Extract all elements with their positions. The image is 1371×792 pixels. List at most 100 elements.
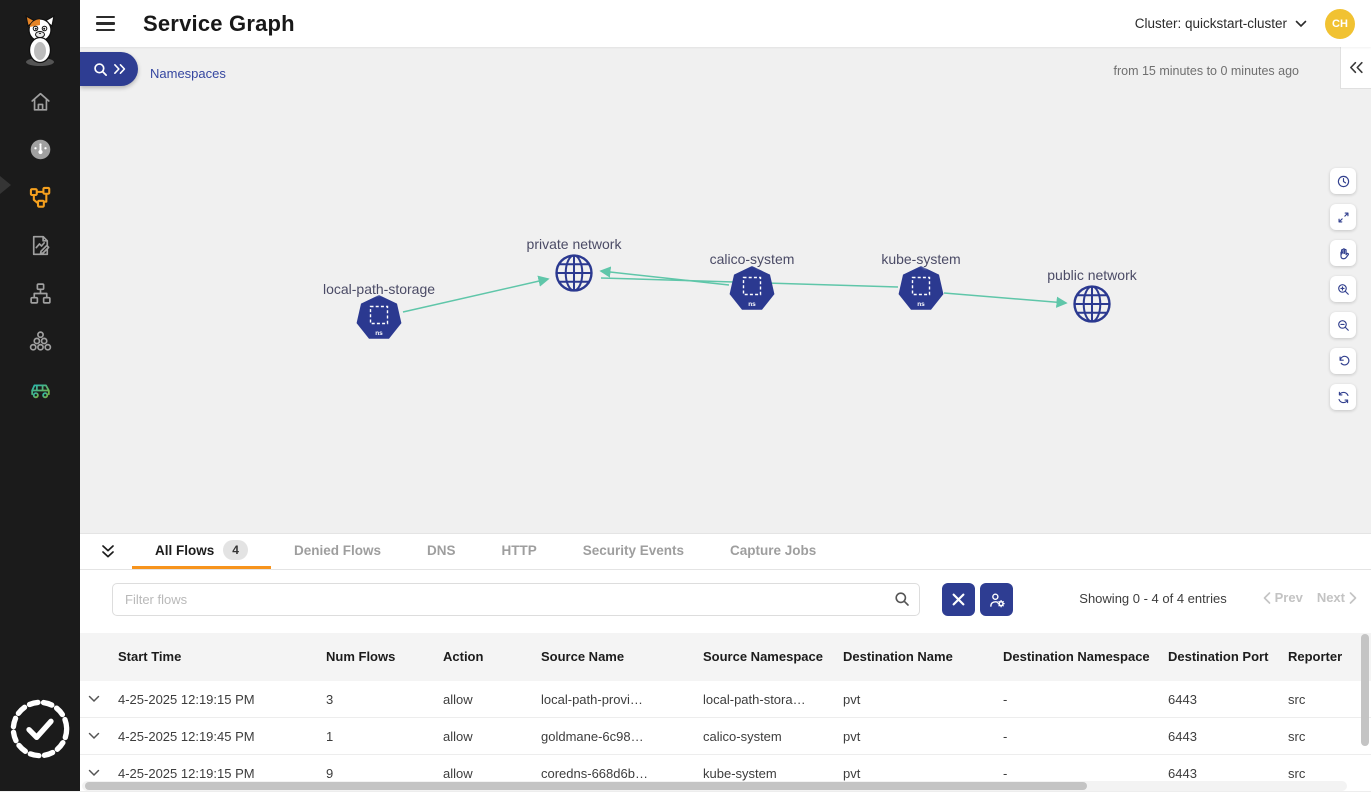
tab-capture-jobs[interactable]: Capture Jobs — [707, 534, 839, 569]
expand-row-button[interactable] — [88, 732, 118, 740]
double-chevron-right-icon — [113, 64, 125, 74]
ns-badge: ns — [375, 330, 383, 337]
sidebar-item-home[interactable] — [25, 88, 55, 114]
avatar[interactable]: CH — [1325, 8, 1355, 39]
clear-filter-button[interactable] — [942, 583, 975, 616]
cell-action: allow — [443, 765, 473, 781]
sidebar-item-certificates[interactable] — [0, 689, 80, 769]
graph-node-local-path-storage[interactable]: ns — [354, 293, 404, 343]
tab-dns[interactable]: DNS — [404, 534, 479, 569]
col-start-time[interactable]: Start Time — [118, 649, 182, 664]
col-source-name[interactable]: Source Name — [541, 649, 625, 664]
cell-num-flows: 1 — [326, 728, 334, 744]
cell-num-flows: 9 — [326, 765, 334, 781]
cell-reporter: src — [1288, 765, 1306, 781]
col-action[interactable]: Action — [443, 649, 484, 664]
expand-icon — [1337, 211, 1349, 223]
next-page-button[interactable]: Next — [1317, 590, 1357, 605]
tab-all-flows[interactable]: All Flows 4 — [132, 534, 271, 569]
cell-destination-namespace: - — [1003, 691, 1008, 707]
flows-table-header: Start Time Num Flows Action Source Name … — [80, 633, 1371, 681]
vertical-scrollbar-thumb[interactable] — [1361, 634, 1369, 746]
col-source-namespace[interactable]: Source Namespace — [703, 649, 823, 664]
cell-source-name: goldmane-6c98… — [541, 728, 644, 744]
zoom-out-icon — [1337, 319, 1349, 331]
prev-page-button[interactable]: Prev — [1263, 590, 1303, 605]
search-icon — [93, 62, 107, 76]
graph-node-label[interactable]: local-path-storage — [322, 281, 436, 297]
col-reporter[interactable]: Reporter — [1288, 649, 1343, 664]
undo-icon — [1339, 355, 1349, 365]
table-row[interactable]: 4-25-2025 12:19:15 PM 3 allow local-path… — [80, 681, 1371, 718]
col-destination-name[interactable]: Destination Name — [843, 649, 953, 664]
breadcrumb[interactable]: Namespaces — [150, 66, 226, 81]
col-destination-port[interactable]: Destination Port — [1168, 649, 1269, 664]
cell-start-time: 4-25-2025 12:19:45 PM — [118, 728, 255, 744]
double-chevron-down-icon — [102, 545, 114, 558]
panel-collapse-button[interactable] — [96, 534, 120, 569]
refresh-icon — [1337, 391, 1349, 403]
graph-node-label[interactable]: private network — [526, 236, 622, 252]
sidebar-item-dashboard[interactable] — [25, 136, 55, 162]
graph-toolbar — [1330, 168, 1356, 410]
graph-search-button[interactable] — [80, 52, 138, 86]
fit-to-screen-button[interactable] — [1330, 204, 1356, 230]
expand-row-button[interactable] — [88, 769, 118, 777]
column-customize-button[interactable] — [980, 583, 1013, 616]
time-range-label: from 15 minutes to 0 minutes ago — [1113, 64, 1299, 78]
flows-panel: All Flows 4 Denied Flows DNS HTTP Securi… — [80, 533, 1371, 792]
tab-denied-flows[interactable]: Denied Flows — [271, 534, 404, 569]
gauge-icon — [30, 139, 50, 159]
graph-node-label[interactable]: public network — [1047, 267, 1137, 283]
refresh-button[interactable] — [1330, 384, 1356, 410]
filter-flows-wrap — [112, 583, 920, 616]
cell-destination-port: 6443 — [1168, 765, 1197, 781]
table-row[interactable]: 4-25-2025 12:19:45 PM 1 allow goldmane-6… — [80, 718, 1371, 755]
cell-source-name: coredns-668d6b… — [541, 765, 648, 781]
cell-source-namespace: calico-system — [703, 728, 782, 744]
user-gear-icon — [989, 592, 1005, 607]
sidebar-item-compliance[interactable] — [25, 376, 55, 402]
graph-node-calico-system[interactable]: ns — [727, 264, 777, 314]
double-chevron-left-icon — [1349, 61, 1363, 74]
clock-icon — [1337, 175, 1349, 187]
sidebar-item-network[interactable] — [25, 280, 55, 306]
menu-icon[interactable] — [96, 12, 120, 36]
home-icon — [30, 92, 50, 111]
graph-node-kube-system[interactable]: ns — [896, 264, 946, 314]
cluster-selector[interactable]: Cluster: quickstart-cluster — [1135, 16, 1307, 31]
zoom-in-icon — [1337, 283, 1349, 295]
pagination: Prev Next — [1263, 590, 1357, 605]
next-label: Next — [1316, 590, 1345, 605]
sidebar-item-service-graph[interactable] — [25, 184, 55, 210]
zoom-out-button[interactable] — [1330, 312, 1356, 338]
horizontal-scrollbar-thumb[interactable] — [85, 782, 1087, 790]
zoom-in-button[interactable] — [1330, 276, 1356, 302]
cell-destination-port: 6443 — [1168, 691, 1197, 707]
reset-layout-button[interactable] — [1330, 348, 1356, 374]
graph-node-label[interactable]: calico-system — [709, 251, 795, 267]
graph-node-label[interactable]: kube-system — [881, 251, 961, 267]
chevron-down-icon — [1295, 20, 1307, 27]
graph-node-public-network[interactable] — [1069, 281, 1115, 327]
filter-flows-input[interactable] — [112, 583, 920, 616]
chevron-down-icon — [88, 769, 100, 777]
col-destination-namespace[interactable]: Destination Namespace — [1003, 649, 1150, 664]
graph-node-private-network[interactable] — [551, 250, 597, 296]
sidebar-item-clusters[interactable] — [25, 328, 55, 354]
pan-mode-button[interactable] — [1330, 240, 1356, 266]
tab-security-events[interactable]: Security Events — [560, 534, 707, 569]
cell-reporter: src — [1288, 691, 1306, 707]
expand-row-button[interactable] — [88, 695, 118, 703]
car-icon — [30, 383, 50, 398]
time-settings-button[interactable] — [1330, 168, 1356, 194]
cell-start-time: 4-25-2025 12:19:15 PM — [118, 765, 255, 781]
clusters-icon — [29, 330, 51, 351]
right-panel-toggle[interactable] — [1340, 47, 1371, 89]
service-graph-icon — [29, 186, 50, 208]
col-num-flows[interactable]: Num Flows — [326, 649, 396, 664]
sidebar-item-policies[interactable] — [25, 232, 55, 258]
tab-http[interactable]: HTTP — [478, 534, 559, 569]
graph-viewport[interactable]: ns local-path-storage private network ns… — [80, 47, 1371, 533]
cell-num-flows: 3 — [326, 691, 334, 707]
